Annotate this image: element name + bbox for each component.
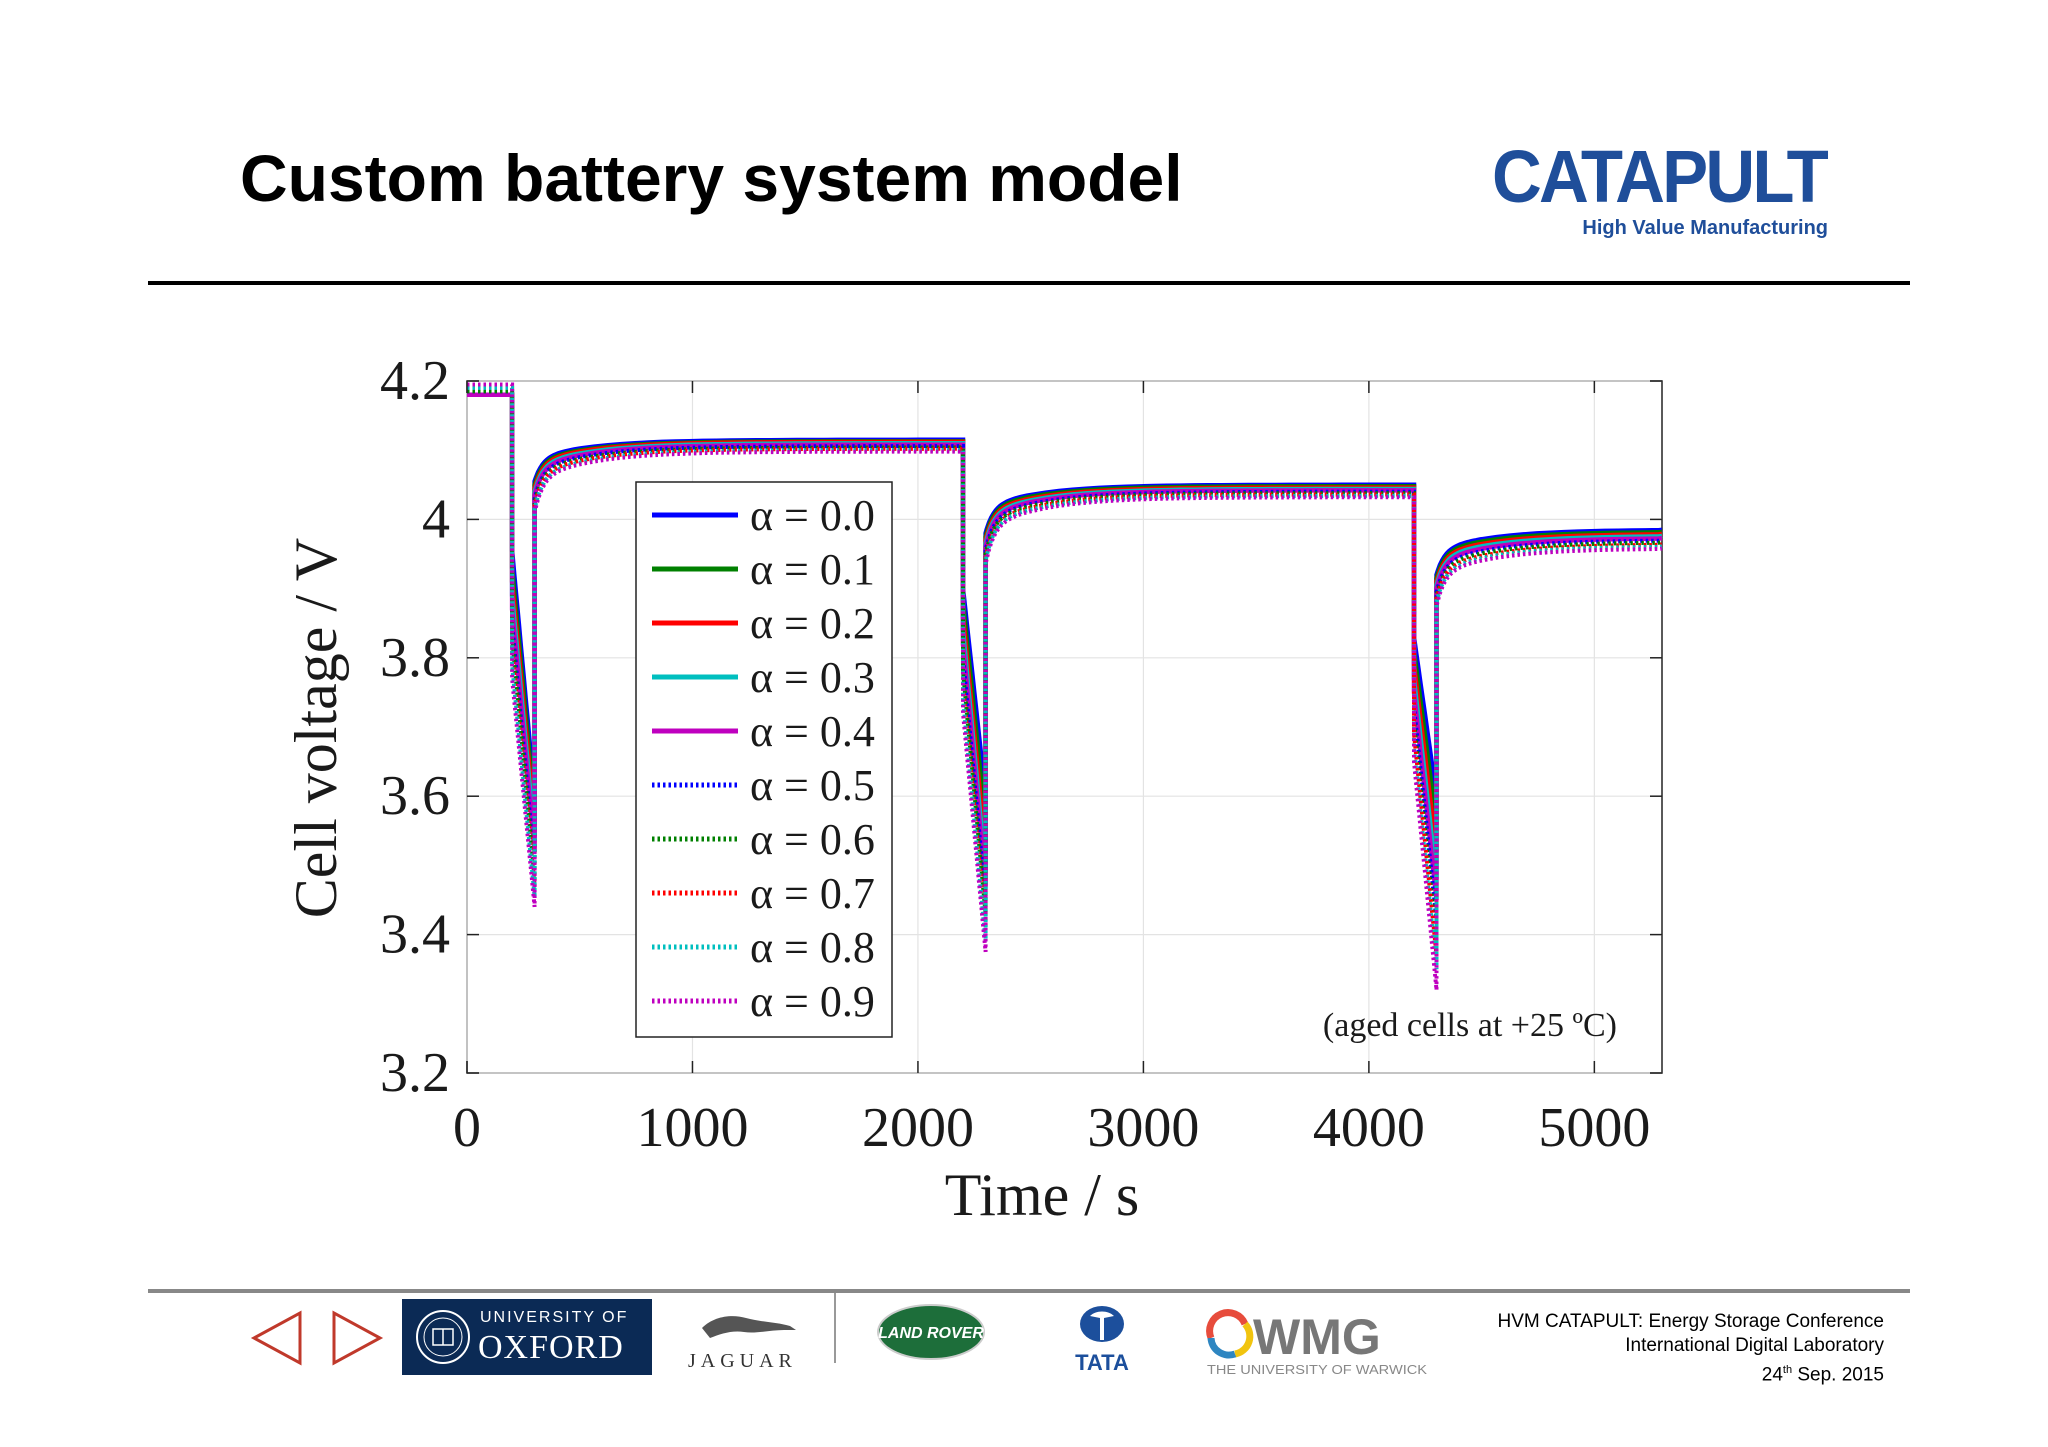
wmg-subtitle: THE UNIVERSITY OF WARWICK bbox=[1207, 1362, 1427, 1377]
tata-wordmark: TATA bbox=[1075, 1350, 1129, 1375]
previous-slide-button[interactable] bbox=[248, 1308, 308, 1368]
logo-separator bbox=[834, 1293, 836, 1363]
wmg-wordmark: WMG bbox=[1253, 1309, 1381, 1365]
catapult-tagline: High Value Manufacturing bbox=[1582, 217, 1828, 239]
legend-label-3: α = 0.3 bbox=[750, 653, 875, 702]
wmg-swirl-icon bbox=[1206, 1309, 1254, 1359]
footer-divider bbox=[148, 1289, 1910, 1293]
legend-label-1: α = 0.1 bbox=[750, 545, 875, 594]
x-tick-label: 0 bbox=[453, 1097, 481, 1159]
jaguar-wordmark: JAGUAR bbox=[688, 1350, 797, 1372]
catapult-wordmark: CATAPULT bbox=[1492, 135, 1829, 218]
legend-label-9: α = 0.9 bbox=[750, 977, 875, 1026]
conference-date: 24th Sep. 2015 bbox=[1498, 1358, 1884, 1387]
slide-title: Custom battery system model bbox=[240, 141, 1183, 215]
conference-line2: International Digital Laboratory bbox=[1625, 1335, 1884, 1356]
legend-label-6: α = 0.6 bbox=[750, 815, 875, 864]
y-tick-label: 3.2 bbox=[380, 1042, 450, 1104]
x-tick-label: 1000 bbox=[636, 1097, 748, 1159]
legend-label-2: α = 0.2 bbox=[750, 599, 875, 648]
landrover-logo: LAND ROVER bbox=[877, 1304, 985, 1360]
y-axis-label: Cell voltage / V bbox=[283, 538, 349, 919]
series-line-9 bbox=[467, 382, 1663, 991]
legend-label-8: α = 0.8 bbox=[750, 923, 875, 972]
landrover-wordmark: LAND ROVER bbox=[878, 1325, 984, 1342]
jaguar-logo: JAGUAR bbox=[680, 1300, 810, 1376]
x-tick-label: 4000 bbox=[1313, 1097, 1425, 1159]
conference-info: HVM CATAPULT: Energy Storage Conference … bbox=[1498, 1310, 1885, 1387]
oxford-line2: OXFORD bbox=[478, 1329, 624, 1366]
leaping-cat-icon bbox=[702, 1316, 796, 1338]
legend-box bbox=[635, 481, 893, 1038]
x-tick-label: 3000 bbox=[1087, 1097, 1199, 1159]
legend-label-5: α = 0.5 bbox=[750, 761, 875, 810]
y-tick-label: 3.8 bbox=[380, 627, 450, 689]
y-tick-label: 3.4 bbox=[380, 904, 450, 966]
catapult-logo: CATAPULT High Value Manufacturing bbox=[1492, 135, 1830, 239]
tick-labels: 0 1000 2000 3000 4000 5000 3.2 3.4 3.6 3.8 4 4.2 bbox=[380, 350, 1650, 1159]
wmg-logo: WMG THE UNIVERSITY OF WARWICK bbox=[1206, 1309, 1427, 1377]
title-divider bbox=[148, 281, 1910, 285]
date-day: 24 bbox=[1761, 1364, 1783, 1386]
conference-line1: HVM CATAPULT: Energy Storage Conference bbox=[1497, 1311, 1885, 1332]
oxford-logo: UNIVERSITY OF OXFORD bbox=[402, 1299, 652, 1375]
legend-label-4: α = 0.4 bbox=[750, 707, 875, 756]
chart-annotation: (aged cells at +25 ºC) bbox=[1323, 1007, 1617, 1044]
tata-logo: TATA bbox=[1075, 1306, 1129, 1375]
date-suffix: th bbox=[1782, 1364, 1793, 1376]
oxford-line1: UNIVERSITY OF bbox=[480, 1309, 629, 1326]
legend-label-0: α = 0.0 bbox=[750, 491, 875, 540]
y-tick-label: 3.6 bbox=[380, 765, 450, 827]
y-tick-label: 4 bbox=[422, 488, 450, 550]
x-tick-label: 5000 bbox=[1538, 1097, 1650, 1159]
triangle-right-icon bbox=[332, 1310, 384, 1366]
oxford-crest-icon bbox=[416, 1310, 470, 1364]
x-axis-label: Time / s bbox=[945, 1162, 1140, 1228]
axis-ticks bbox=[466, 380, 1662, 1074]
legend: α = 0.0 α = 0.1 α = 0.2 α = 0.3 α = 0.4 α = 0… bbox=[635, 481, 893, 1038]
x-tick-label: 2000 bbox=[862, 1097, 974, 1159]
triangle-left-icon bbox=[250, 1310, 302, 1366]
y-tick-label: 4.2 bbox=[380, 350, 450, 412]
legend-label-7: α = 0.7 bbox=[750, 869, 875, 918]
date-rest: Sep. 2015 bbox=[1792, 1364, 1884, 1386]
series-layer bbox=[467, 382, 1663, 991]
next-slide-button[interactable] bbox=[326, 1308, 386, 1368]
